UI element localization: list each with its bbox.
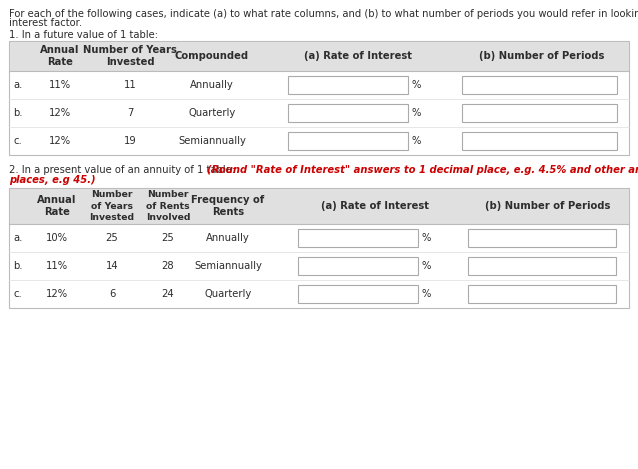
Text: Number of Years
Invested: Number of Years Invested [83, 45, 177, 67]
Text: 11: 11 [124, 80, 137, 90]
Text: 7: 7 [127, 108, 133, 118]
Text: %: % [412, 136, 421, 146]
Bar [468, 285, 616, 303]
Text: c.: c. [13, 289, 22, 299]
Text: %: % [422, 289, 431, 299]
Bar [288, 132, 408, 150]
Bar [288, 76, 408, 94]
Text: 14: 14 [106, 261, 118, 271]
Text: 11%: 11% [46, 261, 68, 271]
Text: 12%: 12% [46, 289, 68, 299]
Text: Semiannually: Semiannually [178, 136, 246, 146]
Text: 11%: 11% [49, 80, 71, 90]
Text: 10%: 10% [46, 233, 68, 243]
Text: Annually: Annually [190, 80, 234, 90]
Text: Semiannually: Semiannually [194, 261, 262, 271]
Text: 25: 25 [106, 233, 119, 243]
Text: 12%: 12% [49, 136, 71, 146]
Text: interest factor.: interest factor. [9, 18, 82, 28]
Text: Number
of Rents
Involved: Number of Rents Involved [145, 190, 190, 221]
Bar [9, 41, 629, 155]
Bar [9, 188, 629, 224]
Text: %: % [422, 261, 431, 271]
Text: (Round "Rate of Interest" answers to 1 decimal place, e.g. 4.5% and other answer: (Round "Rate of Interest" answers to 1 d… [207, 165, 638, 175]
Text: a.: a. [13, 233, 23, 243]
Text: Quarterly: Quarterly [188, 108, 235, 118]
Text: Frequency of
Rents: Frequency of Rents [191, 195, 265, 217]
Text: (b) Number of Periods: (b) Number of Periods [486, 201, 611, 211]
Text: %: % [412, 80, 421, 90]
Bar [462, 132, 617, 150]
Text: 19: 19 [124, 136, 137, 146]
Bar [462, 104, 617, 121]
Text: 12%: 12% [49, 108, 71, 118]
Text: Annual
Rate: Annual Rate [37, 195, 77, 217]
Text: Number
of Years
Invested: Number of Years Invested [89, 190, 135, 221]
Text: a.: a. [13, 80, 23, 90]
Text: %: % [412, 108, 421, 118]
Text: For each of the following cases, indicate (a) to what rate columns, and (b) to w: For each of the following cases, indicat… [9, 9, 638, 19]
Bar [288, 104, 408, 121]
Text: 25: 25 [161, 233, 174, 243]
Text: Quarterly: Quarterly [204, 289, 251, 299]
Text: places, e.g 45.): places, e.g 45.) [9, 174, 96, 184]
Text: Annually: Annually [206, 233, 250, 243]
Text: Compounded: Compounded [175, 51, 249, 61]
Text: (b) Number of Periods: (b) Number of Periods [479, 51, 605, 61]
Text: 2. In a present value of an annuity of 1 table:: 2. In a present value of an annuity of 1… [9, 165, 238, 175]
Text: 6: 6 [109, 289, 115, 299]
Text: c.: c. [13, 136, 22, 146]
Bar [298, 229, 418, 247]
Text: 24: 24 [161, 289, 174, 299]
Bar [298, 285, 418, 303]
Bar [468, 257, 616, 275]
Text: (a) Rate of Interest: (a) Rate of Interest [321, 201, 429, 211]
Bar [9, 188, 629, 308]
Text: (a) Rate of Interest: (a) Rate of Interest [304, 51, 412, 61]
Text: b.: b. [13, 108, 23, 118]
Text: 1. In a future value of 1 table:: 1. In a future value of 1 table: [9, 30, 158, 40]
Bar [462, 76, 617, 94]
Bar [298, 257, 418, 275]
Bar [9, 41, 629, 71]
Text: Annual
Rate: Annual Rate [40, 45, 80, 67]
Text: b.: b. [13, 261, 23, 271]
Bar [468, 229, 616, 247]
Text: %: % [422, 233, 431, 243]
Text: 28: 28 [161, 261, 174, 271]
